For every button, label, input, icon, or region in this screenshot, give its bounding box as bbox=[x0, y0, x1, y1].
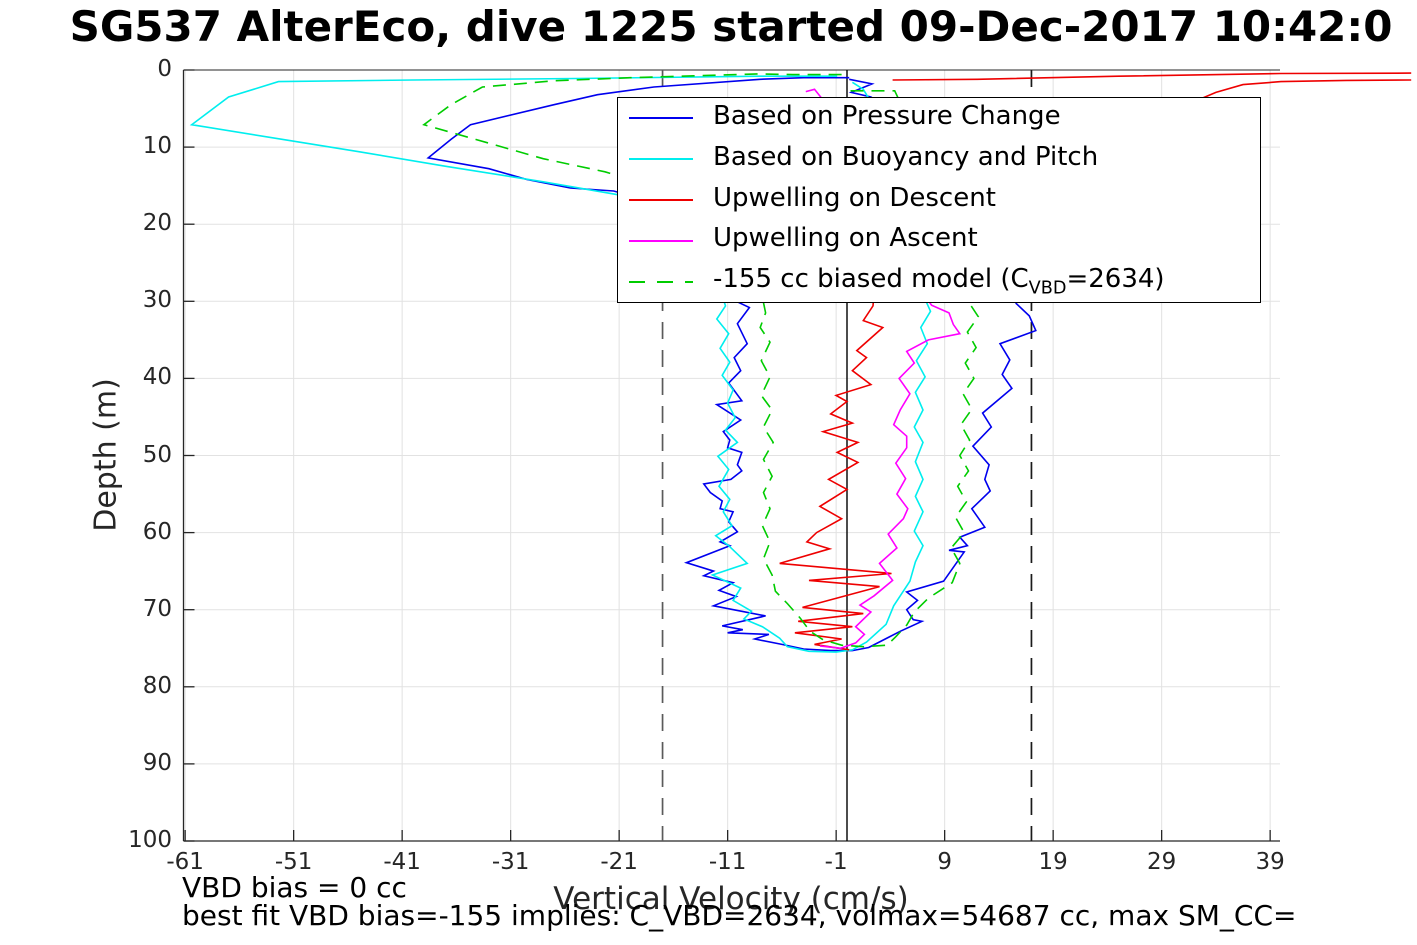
series-upwelling-on-descent bbox=[779, 97, 892, 651]
legend-line-sample bbox=[629, 158, 693, 161]
legend-label: Upwelling on Ascent bbox=[713, 223, 978, 254]
y-tick-label: 90 bbox=[142, 749, 172, 776]
legend-line-sample bbox=[629, 198, 693, 201]
y-tick-label: 20 bbox=[142, 210, 172, 237]
legend-item-upwelling-descent: Upwelling on Descent bbox=[618, 180, 1260, 221]
legend-label: -155 cc biased model (CVBD=2634) bbox=[713, 264, 1165, 299]
vbd-bias-annotation: VBD bias = 0 cc bbox=[182, 871, 407, 904]
y-tick-label: 40 bbox=[142, 364, 172, 391]
x-tick-label: -31 bbox=[491, 849, 530, 875]
y-tick-label: 50 bbox=[142, 441, 172, 468]
x-axis-label: Vertical Velocity (cm/s) bbox=[553, 881, 909, 917]
y-tick-label: 0 bbox=[157, 56, 172, 82]
x-tick-label: -61 bbox=[166, 849, 204, 875]
legend-label: Based on Pressure Change bbox=[713, 101, 1061, 132]
legend-item-pressure-change: Based on Pressure Change bbox=[618, 98, 1260, 139]
y-tick-label: 80 bbox=[142, 672, 172, 699]
series-upwelling-on-descent-surface-2 bbox=[1188, 79, 1412, 105]
x-tick-label: -21 bbox=[600, 849, 638, 875]
legend-box: Based on Pressure Change Based on Buoyan… bbox=[617, 97, 1261, 303]
legend-line-sample bbox=[629, 280, 693, 283]
x-tick-label: -1 bbox=[824, 849, 848, 875]
legend-label: Upwelling on Descent bbox=[713, 182, 996, 213]
legend-line-sample bbox=[629, 117, 693, 120]
x-tick-label: 39 bbox=[1255, 849, 1285, 875]
legend-label: Based on Buoyancy and Pitch bbox=[713, 141, 1099, 172]
y-tick-label: 10 bbox=[142, 133, 172, 160]
y-tick-label: 30 bbox=[142, 287, 172, 314]
x-tick-label: -51 bbox=[274, 849, 313, 875]
y-axis-label: Depth (m) bbox=[88, 378, 124, 532]
axes bbox=[182, 69, 1280, 842]
x-tick-label: 19 bbox=[1038, 849, 1068, 875]
x-tick-label: 29 bbox=[1147, 849, 1177, 875]
y-tick-label: 60 bbox=[142, 518, 172, 545]
x-tick-label: -11 bbox=[708, 849, 747, 875]
x-tick-label: 9 bbox=[937, 849, 952, 875]
y-tick-label: 100 bbox=[128, 827, 172, 853]
chart-title: SG537 AlterEco, dive 1225 started 09-Dec… bbox=[69, 2, 1393, 51]
y-tick-label: 70 bbox=[142, 595, 172, 622]
best-fit-annotation: best fit VBD bias=-155 implies: C_VBD=26… bbox=[182, 899, 1297, 932]
legend-item-upwelling-ascent: Upwelling on Ascent bbox=[618, 220, 1260, 261]
series-upwelling-on-descent-surface bbox=[892, 72, 1412, 81]
legend-line-sample bbox=[629, 239, 693, 242]
x-tick-label: -41 bbox=[383, 849, 421, 875]
series-upwelling-on-ascent bbox=[805, 88, 962, 650]
legend-item-buoyancy-pitch: Based on Buoyancy and Pitch bbox=[618, 139, 1260, 180]
legend-item-biased-model: -155 cc biased model (CVBD=2634) bbox=[618, 261, 1260, 302]
